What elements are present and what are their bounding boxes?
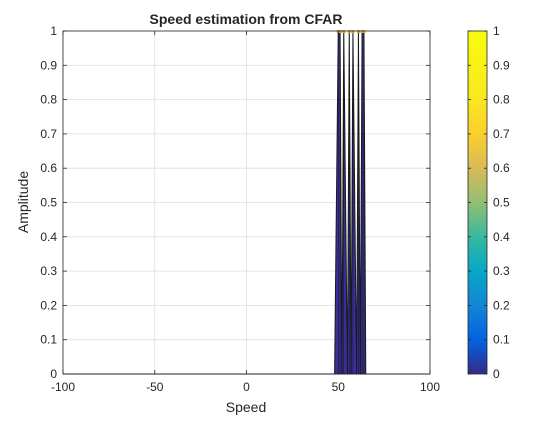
y-tick-label: 1 [50, 24, 57, 38]
data-point [360, 30, 364, 33]
colorbar-tick-label: 0.3 [493, 264, 510, 278]
colorbar-tick-label: 0 [493, 367, 500, 381]
y-tick-label: 0.5 [40, 196, 57, 210]
colorbar-tick-label: 0.4 [493, 230, 510, 244]
data-point [356, 30, 360, 33]
x-tick-label: -100 [51, 380, 75, 394]
y-tick-label: 0.6 [40, 161, 57, 175]
colorbar-tick-label: 0.1 [493, 333, 510, 347]
colorbar-ticks: 0 0.1 0.2 0.3 0.4 0.5 0.6 0.7 0.8 0.9 1 [468, 24, 510, 381]
grid [62, 30, 431, 375]
y-tick-label: 0.7 [40, 127, 57, 141]
bars [63, 30, 430, 375]
x-tick-label: 50 [332, 380, 346, 394]
colorbar-tick-label: 0.6 [493, 161, 510, 175]
data-point [338, 30, 342, 33]
x-tick-label: -50 [146, 380, 164, 394]
y-tick-label: 0.2 [40, 298, 57, 312]
ticks [62, 30, 431, 375]
x-axis-title: Speed [226, 399, 266, 415]
data-point [342, 30, 346, 33]
y-tick-label: 0.4 [40, 230, 57, 244]
data-point [362, 30, 366, 33]
y-tick-label: 0 [50, 367, 57, 381]
x-tick-label: 100 [420, 380, 440, 394]
colorbar: 0 0.1 0.2 0.3 0.4 0.5 0.6 0.7 0.8 0.9 1 [467, 24, 510, 381]
y-tick-label: 0.1 [40, 333, 57, 347]
colorbar-tick-label: 0.9 [493, 58, 510, 72]
y-tick-label: 0.8 [40, 93, 57, 107]
colorbar-tick-label: 0.5 [493, 196, 510, 210]
y-tick-label: 0.3 [40, 264, 57, 278]
tick-labels: -100 -50 0 50 100 0 0.1 0.2 0.3 0.4 0.5 0.6 0.7 0.8 0.… [40, 24, 440, 394]
data-point [347, 30, 351, 33]
colorbar-tick-label: 1 [493, 24, 500, 38]
y-axis-title: Amplitude [15, 171, 31, 233]
colorbar-tick-label: 0.2 [493, 298, 510, 312]
colorbar-tick-label: 0.7 [493, 127, 510, 141]
data-point [351, 30, 355, 33]
y-tick-label: 0.9 [40, 58, 57, 72]
colorbar-tick-label: 0.8 [493, 93, 510, 107]
chart-title: Speed estimation from CFAR [150, 11, 343, 27]
x-tick-label: 0 [243, 380, 250, 394]
